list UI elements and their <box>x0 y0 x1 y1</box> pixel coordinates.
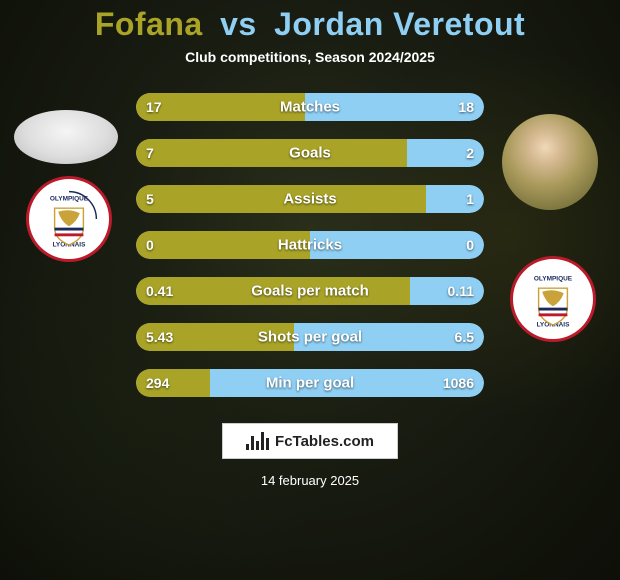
stat-row: 5.43Shots per goal6.5 <box>136 323 484 351</box>
stat-label: Goals per match <box>136 283 484 300</box>
club-crest-icon: OLYMPIQUE LYONNAIS <box>517 263 589 335</box>
stat-label: Assists <box>136 191 484 208</box>
svg-text:OLYMPIQUE: OLYMPIQUE <box>50 195 89 202</box>
stat-label: Matches <box>136 99 484 116</box>
stat-row: 0Hattricks0 <box>136 231 484 259</box>
stat-label: Shots per goal <box>136 329 484 346</box>
barchart-icon <box>246 432 269 450</box>
title: Fofana vs Jordan Veretout <box>0 6 620 43</box>
stat-row: 7Goals2 <box>136 139 484 167</box>
player2-avatar <box>502 114 598 210</box>
stat-row: 5Assists1 <box>136 185 484 213</box>
club-crest-icon: OLYMPIQUE LYONNAIS <box>33 183 105 255</box>
stat-value-right: 0 <box>466 237 474 253</box>
subtitle: Club competitions, Season 2024/2025 <box>0 49 620 65</box>
stat-row: 294Min per goal1086 <box>136 369 484 397</box>
player1-name: Fofana <box>95 6 203 42</box>
player1-avatar <box>14 110 118 164</box>
player2-club-logo: OLYMPIQUE LYONNAIS <box>510 256 596 342</box>
stat-value-right: 1 <box>466 191 474 207</box>
stat-bars: 17Matches18 7Goals2 5Assists1 0Hattricks0 0.… <box>136 93 484 397</box>
stat-value-right: 2 <box>466 145 474 161</box>
stat-label: Hattricks <box>136 237 484 254</box>
stat-row: 0.41Goals per match0.11 <box>136 277 484 305</box>
stat-value-right: 6.5 <box>455 329 474 345</box>
stat-value-right: 0.11 <box>448 283 474 299</box>
date-text: 14 february 2025 <box>0 473 620 488</box>
stat-label: Goals <box>136 145 484 162</box>
comparison-card: Fofana vs Jordan Veretout Club competiti… <box>0 0 620 580</box>
stat-value-right: 18 <box>458 99 474 115</box>
vs-text: vs <box>220 6 257 42</box>
stat-label: Min per goal <box>136 375 484 392</box>
svg-text:OLYMPIQUE: OLYMPIQUE <box>534 275 573 282</box>
site-logo: FcTables.com <box>222 423 398 459</box>
stat-value-right: 1086 <box>443 375 474 391</box>
site-name: FcTables.com <box>275 433 374 450</box>
player1-club-logo: OLYMPIQUE LYONNAIS <box>26 176 112 262</box>
stat-row: 17Matches18 <box>136 93 484 121</box>
player2-name: Jordan Veretout <box>274 6 525 42</box>
